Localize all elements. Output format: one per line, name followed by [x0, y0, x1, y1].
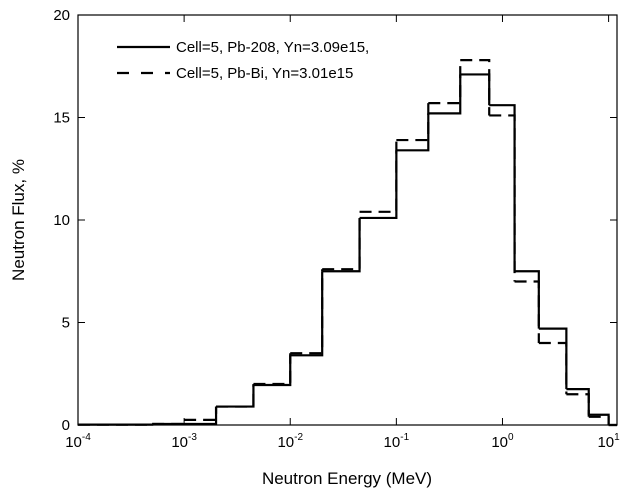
histogram-step	[588, 415, 610, 425]
y-tick-label: 20	[53, 7, 70, 24]
histogram-step	[78, 423, 154, 426]
x-tick-label: 10-1	[384, 432, 410, 451]
histogram-step	[253, 353, 292, 386]
histogram-step	[322, 211, 361, 271]
histogram-step	[489, 104, 516, 272]
x-tick-label: 10-3	[171, 432, 197, 451]
histogram-step	[290, 269, 324, 355]
legend-label: Cell=5, Pb-208, Yn=3.09e15,	[176, 39, 369, 56]
histogram-step	[184, 406, 218, 426]
histogram-step	[514, 280, 540, 343]
histogram-step	[216, 385, 255, 408]
histogram-step	[538, 341, 568, 395]
histogram-step	[428, 60, 462, 105]
histogram-step	[460, 73, 491, 106]
y-tick-label: 5	[62, 315, 70, 332]
histogram-step	[514, 270, 540, 329]
histogram-step	[396, 113, 430, 152]
histogram-step	[566, 393, 590, 417]
y-tick-label: 15	[53, 110, 70, 127]
legend-label: Cell=5, Pb-Bi, Yn=3.01e15	[176, 65, 353, 82]
histogram-step	[460, 59, 491, 116]
y-tick-label: 10	[53, 212, 70, 229]
x-axis-label: Neutron Energy (MeV)	[262, 469, 432, 488]
y-tick-label: 0	[62, 417, 70, 434]
histogram-step	[184, 406, 218, 421]
histogram-step	[489, 114, 516, 282]
histogram-step	[359, 150, 398, 220]
x-tick-label: 10-4	[65, 432, 91, 451]
x-tick-label: 10-2	[277, 432, 303, 451]
histogram-step	[290, 271, 324, 357]
histogram-step	[428, 74, 462, 115]
histogram-step	[538, 327, 568, 390]
histogram-step	[253, 355, 292, 387]
histogram-step	[566, 388, 590, 415]
histogram-step	[396, 103, 430, 142]
histogram-step	[152, 419, 186, 426]
y-axis-label: Neutron Flux, %	[9, 159, 28, 281]
histogram-step	[359, 140, 398, 213]
x-tick-label: 100	[491, 432, 514, 451]
histogram-step	[322, 217, 361, 273]
x-tick-label: 101	[597, 432, 620, 451]
histogram-step	[216, 384, 255, 408]
